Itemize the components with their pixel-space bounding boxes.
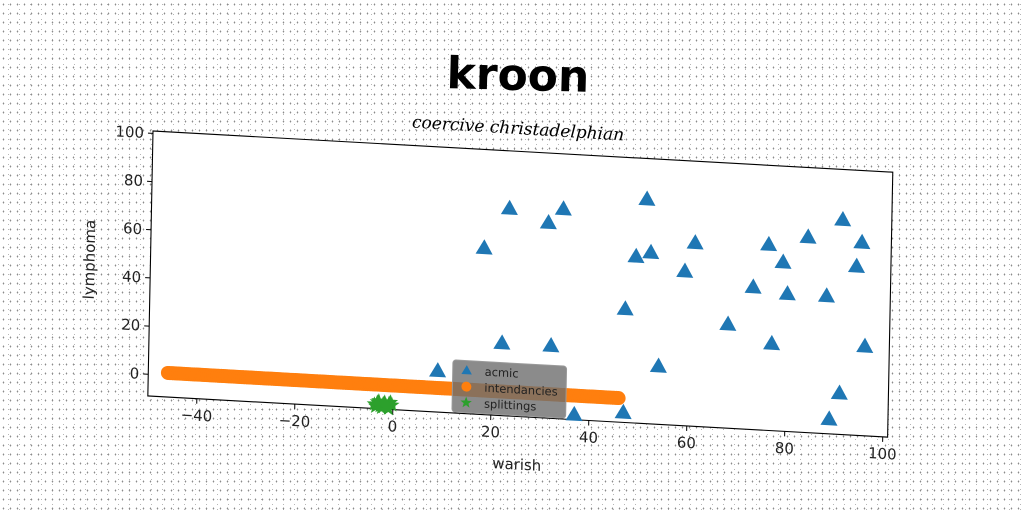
point-acmic bbox=[676, 262, 694, 278]
y-tick-label: 80 bbox=[124, 171, 143, 190]
plot-area: −40 −20 0 20 40 60 80 100 0 20 40 60 80 100 acmicint… bbox=[80, 122, 897, 475]
point-acmic bbox=[774, 253, 792, 269]
point-acmic bbox=[820, 410, 838, 426]
point-acmic bbox=[500, 199, 518, 216]
y-tick-label: 40 bbox=[122, 267, 141, 286]
x-tick-label: 20 bbox=[481, 422, 500, 441]
legend-label-splittings: splittings bbox=[484, 397, 537, 414]
x-tick-label: 60 bbox=[677, 433, 696, 452]
y-tick-label: 20 bbox=[121, 316, 140, 335]
series-acmic bbox=[429, 190, 874, 426]
point-acmic bbox=[554, 200, 572, 216]
point-acmic bbox=[638, 190, 656, 206]
point-acmic bbox=[763, 334, 781, 351]
legend-marker-intendancies bbox=[461, 381, 472, 392]
point-acmic bbox=[642, 243, 660, 260]
point-acmic bbox=[649, 357, 667, 373]
point-acmic bbox=[834, 211, 852, 227]
point-acmic bbox=[686, 234, 704, 250]
point-acmic bbox=[542, 337, 560, 353]
point-acmic bbox=[614, 403, 632, 420]
legend-box bbox=[451, 359, 568, 419]
x-tick-label: 40 bbox=[579, 428, 598, 447]
point-acmic bbox=[565, 405, 583, 422]
x-axis: −40 −20 0 20 40 60 80 100 bbox=[181, 398, 897, 464]
point-acmic bbox=[744, 278, 762, 294]
legend-label-intendancies: intendancies bbox=[484, 381, 558, 399]
point-acmic bbox=[847, 257, 866, 273]
point-acmic bbox=[627, 247, 645, 264]
point-acmic bbox=[799, 228, 817, 244]
x-tick-label: −20 bbox=[279, 411, 311, 431]
point-acmic bbox=[539, 213, 557, 230]
x-axis-label: warish bbox=[492, 454, 541, 475]
point-acmic bbox=[817, 287, 836, 303]
point-acmic bbox=[760, 235, 778, 252]
point-splittings bbox=[377, 394, 393, 410]
point-intendancies bbox=[611, 391, 626, 406]
x-tick-label: 100 bbox=[868, 444, 897, 464]
point-acmic bbox=[429, 362, 447, 378]
y-tick-label: 100 bbox=[115, 122, 144, 142]
point-acmic bbox=[616, 300, 634, 316]
point-acmic bbox=[853, 233, 871, 250]
legend-marker-splittings bbox=[460, 396, 472, 408]
chart-subtitle: coercive christadelphian bbox=[411, 113, 624, 146]
point-acmic bbox=[493, 334, 511, 350]
legend-marker-acmic bbox=[461, 365, 472, 375]
plot-frame bbox=[147, 130, 894, 438]
point-acmic bbox=[778, 285, 796, 301]
point-acmic bbox=[475, 239, 493, 255]
x-tick-label: 0 bbox=[388, 417, 398, 436]
point-acmic bbox=[830, 384, 848, 400]
chart-title: kroon bbox=[446, 48, 590, 103]
point-acmic bbox=[856, 337, 874, 353]
y-tick-label: 0 bbox=[130, 364, 140, 383]
y-axis-label: lymphoma bbox=[80, 219, 100, 300]
point-acmic bbox=[719, 315, 737, 331]
point-splittings bbox=[380, 400, 397, 416]
legend-label-acmic: acmic bbox=[485, 365, 519, 381]
series-splittings bbox=[366, 393, 400, 416]
y-axis: 0 20 40 60 80 100 bbox=[115, 122, 153, 383]
x-tick-label: −40 bbox=[181, 406, 213, 426]
y-tick-label: 60 bbox=[123, 219, 142, 238]
x-tick-label: 80 bbox=[775, 439, 794, 458]
